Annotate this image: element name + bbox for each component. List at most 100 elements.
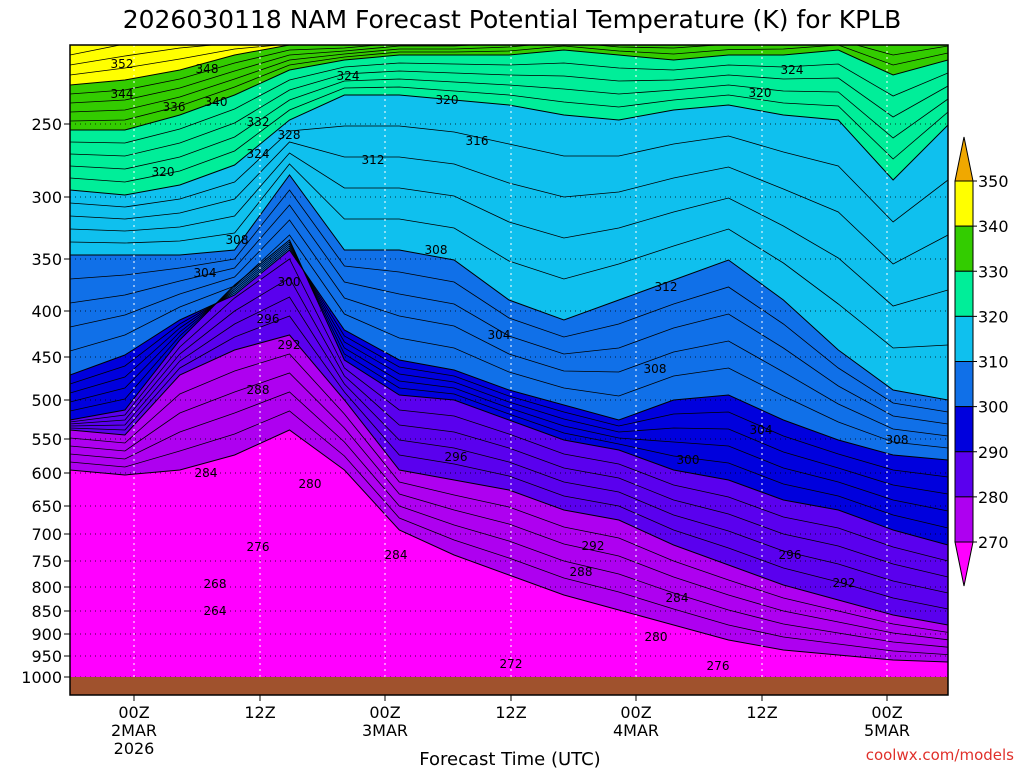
isentrope-line [70,45,382,95]
isentrope-line [70,141,948,265]
isentrope-line [70,45,948,113]
contour-label: 324 [337,69,360,83]
isentrope-280 [70,334,948,626]
contour-label: 292 [278,338,301,352]
plot-frame [69,44,949,696]
y-axis-ticks: 250 300 350 400 450 500 550 600 650 700 750 800 850 9… [21,115,70,687]
contour-label: 300 [278,275,301,289]
x-tick-label: 12Z [746,703,777,722]
isentrope-270 [70,429,948,663]
contour-label: 292 [833,576,856,590]
colorbar-label: 320 [978,307,1009,326]
contour-label: 284 [195,466,218,480]
ground-surface [70,677,948,695]
contour-label: 264 [204,604,227,618]
y-tick-label: 400 [31,302,62,321]
contour-label: 276 [707,659,730,673]
contour-label: 280 [645,630,668,644]
x-tick-label: 4MAR [613,721,659,740]
isentrope-contours [70,45,948,663]
contour-label: 296 [257,312,280,326]
y-tick-label: 250 [31,115,62,134]
isentrope-line [70,78,948,170]
x-tick-label: 12Z [244,703,275,722]
isentrope-line [70,391,948,648]
x-tick-label: 12Z [495,703,526,722]
contour-label: 304 [488,328,511,342]
isentrope-line [70,204,948,425]
chart-title: 2026030118 NAM Forecast Potential Temper… [123,5,902,34]
y-tick-label: 850 [31,602,62,621]
y-tick-label: 750 [31,552,62,571]
x-tick-label: 00Z [871,703,902,722]
contour-label: 292 [582,539,605,553]
isentrope-line [70,296,948,594]
colorbar-label: 330 [978,262,1009,281]
colorbar-label: 350 [978,172,1009,191]
colorbar-swatch [954,496,974,543]
band-above-330 [70,45,948,130]
band-above-310 [70,45,948,400]
contour-label: 288 [570,565,593,579]
colorbar-label: 300 [978,398,1009,417]
contour-label: 280 [299,477,322,491]
contour-label: 320 [749,86,772,100]
y-tick-label: 700 [31,525,62,544]
x-tick-label: 00Z [620,703,651,722]
colorbar-label: 290 [978,443,1009,462]
isentrope-line [70,372,948,641]
contour-label: 268 [204,577,227,591]
y-tick-label: 450 [31,348,62,367]
contour-labels: 352 348 344 340 336 332 328 324 324 324 320 320 320 3… [111,57,909,673]
isentrope-340 [70,45,350,86]
isentrope-290 [70,239,948,546]
contour-label: 296 [445,450,468,464]
isentrope-line [70,45,283,76]
x-tick-label: 2MAR [111,721,157,740]
isentrope-line [70,45,897,104]
x-tick-label: 3MAR [362,721,408,740]
contour-label: 324 [247,147,270,161]
contour-label: 308 [226,233,249,247]
colorbar-swatch [954,361,974,408]
contour-label: 272 [500,657,523,671]
colorbar-swatch [954,315,974,362]
isentrope-330 [70,49,948,131]
contour-label: 296 [779,548,802,562]
isentrope-line [70,277,948,578]
contour-label: 336 [163,100,186,114]
contour-label: 288 [247,383,270,397]
contour-label: 308 [425,243,448,257]
isentrope-line [70,163,948,349]
isentrope-320 [70,94,948,196]
contour-label: 312 [362,153,385,167]
x-tick-label: 5MAR [864,721,910,740]
isentrope-line [70,353,948,633]
x-tick-label: 00Z [369,703,400,722]
isentrope-line [70,86,948,183]
isentrope-310 [70,174,948,401]
contour-label: 284 [666,591,689,605]
isentrope-line [70,258,948,562]
colorbar-label: 340 [978,217,1009,236]
contour-label: 284 [385,548,408,562]
contour-label: 324 [781,63,804,77]
colorbar-label: 310 [978,353,1009,372]
y-tick-label: 1000 [21,668,62,687]
contour-label: 276 [247,540,270,554]
colorbar-label: 270 [978,533,1009,552]
x-tick-label: 2026 [114,739,155,758]
contour-label: 328 [278,128,301,142]
isentrope-line [70,62,948,144]
y-tick-label: 650 [31,497,62,516]
credit-text: coolwx.com/models [866,746,1014,764]
y-tick-label: 550 [31,430,62,449]
isentrope-line [70,189,948,413]
x-axis-label: Forecast Time (UTC) [419,749,600,768]
contour-label: 304 [750,423,773,437]
contour-label: 308 [644,362,667,376]
y-tick-label: 350 [31,250,62,269]
band-above-320 [70,45,948,195]
color-filled-bands [70,45,948,695]
